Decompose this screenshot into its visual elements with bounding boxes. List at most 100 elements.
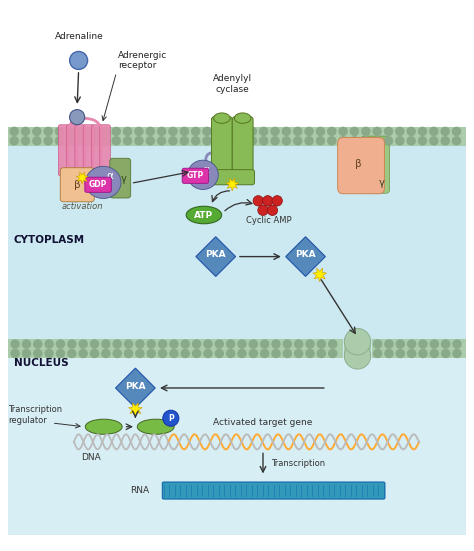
- FancyBboxPatch shape: [8, 134, 466, 358]
- Circle shape: [362, 127, 370, 136]
- Circle shape: [261, 349, 269, 358]
- Circle shape: [203, 137, 211, 145]
- Text: ATP: ATP: [194, 210, 213, 219]
- Circle shape: [56, 349, 64, 358]
- Circle shape: [70, 51, 88, 69]
- Circle shape: [408, 340, 416, 348]
- Circle shape: [283, 340, 292, 348]
- Circle shape: [272, 349, 280, 358]
- Circle shape: [249, 340, 257, 348]
- Circle shape: [215, 340, 223, 348]
- Circle shape: [384, 127, 392, 136]
- Circle shape: [135, 137, 143, 145]
- Circle shape: [136, 340, 144, 348]
- Text: β: β: [74, 180, 81, 190]
- FancyBboxPatch shape: [344, 339, 371, 358]
- FancyBboxPatch shape: [8, 339, 343, 349]
- Circle shape: [305, 137, 313, 145]
- Text: β: β: [355, 159, 362, 170]
- Text: α: α: [106, 171, 113, 181]
- FancyBboxPatch shape: [8, 357, 466, 536]
- Circle shape: [442, 340, 450, 348]
- Circle shape: [441, 137, 449, 145]
- Circle shape: [339, 137, 347, 145]
- Text: GTP: GTP: [187, 171, 204, 180]
- Text: γ: γ: [121, 174, 127, 183]
- Circle shape: [112, 137, 120, 145]
- Circle shape: [79, 349, 87, 358]
- FancyBboxPatch shape: [372, 349, 466, 358]
- Circle shape: [21, 127, 29, 136]
- Circle shape: [147, 340, 155, 348]
- Circle shape: [328, 137, 336, 145]
- Polygon shape: [226, 179, 239, 191]
- Circle shape: [181, 349, 189, 358]
- FancyBboxPatch shape: [337, 138, 384, 194]
- FancyBboxPatch shape: [361, 136, 390, 193]
- Circle shape: [22, 349, 30, 358]
- Circle shape: [70, 110, 85, 125]
- Circle shape: [453, 340, 461, 348]
- Circle shape: [294, 137, 302, 145]
- Circle shape: [453, 137, 461, 145]
- Circle shape: [328, 349, 337, 358]
- Circle shape: [203, 127, 211, 136]
- Circle shape: [227, 349, 235, 358]
- Circle shape: [147, 349, 155, 358]
- Circle shape: [272, 196, 283, 206]
- Circle shape: [430, 349, 438, 358]
- Circle shape: [374, 349, 382, 358]
- Circle shape: [408, 349, 416, 358]
- Circle shape: [170, 340, 178, 348]
- Circle shape: [67, 127, 75, 136]
- Ellipse shape: [188, 160, 219, 190]
- FancyBboxPatch shape: [67, 125, 77, 176]
- Polygon shape: [128, 403, 142, 417]
- Text: Activated target gene: Activated target gene: [213, 418, 313, 426]
- FancyBboxPatch shape: [182, 168, 209, 183]
- Circle shape: [169, 127, 177, 136]
- Circle shape: [260, 127, 268, 136]
- Circle shape: [385, 340, 393, 348]
- FancyBboxPatch shape: [372, 339, 466, 349]
- Circle shape: [102, 340, 110, 348]
- Circle shape: [238, 349, 246, 358]
- Circle shape: [125, 349, 133, 358]
- Text: PKA: PKA: [125, 382, 146, 391]
- Circle shape: [68, 349, 76, 358]
- Circle shape: [227, 340, 235, 348]
- Circle shape: [124, 127, 132, 136]
- Circle shape: [318, 349, 325, 358]
- Circle shape: [295, 340, 303, 348]
- Text: Adenylyl
cyclase: Adenylyl cyclase: [213, 74, 252, 94]
- Circle shape: [261, 340, 269, 348]
- Circle shape: [272, 340, 280, 348]
- Text: CYTOPLASM: CYTOPLASM: [14, 235, 85, 245]
- Text: Transcription
regulator: Transcription regulator: [8, 405, 62, 425]
- Circle shape: [192, 340, 201, 348]
- Circle shape: [204, 349, 212, 358]
- Text: α: α: [203, 165, 210, 175]
- Circle shape: [248, 137, 256, 145]
- Circle shape: [67, 137, 75, 145]
- Circle shape: [453, 349, 461, 358]
- Text: GDP: GDP: [89, 180, 107, 189]
- Circle shape: [125, 340, 133, 348]
- Circle shape: [180, 137, 188, 145]
- Circle shape: [157, 127, 165, 136]
- Circle shape: [283, 349, 292, 358]
- Circle shape: [124, 137, 132, 145]
- Circle shape: [135, 127, 143, 136]
- Circle shape: [11, 340, 19, 348]
- Circle shape: [181, 340, 189, 348]
- Circle shape: [350, 127, 358, 136]
- Circle shape: [237, 127, 245, 136]
- FancyBboxPatch shape: [232, 117, 253, 177]
- Circle shape: [215, 349, 223, 358]
- Circle shape: [45, 349, 53, 358]
- Circle shape: [68, 340, 76, 348]
- Text: NUCLEUS: NUCLEUS: [14, 358, 69, 368]
- Circle shape: [253, 196, 264, 206]
- FancyBboxPatch shape: [211, 117, 232, 177]
- Text: Cyclic AMP: Cyclic AMP: [246, 215, 292, 225]
